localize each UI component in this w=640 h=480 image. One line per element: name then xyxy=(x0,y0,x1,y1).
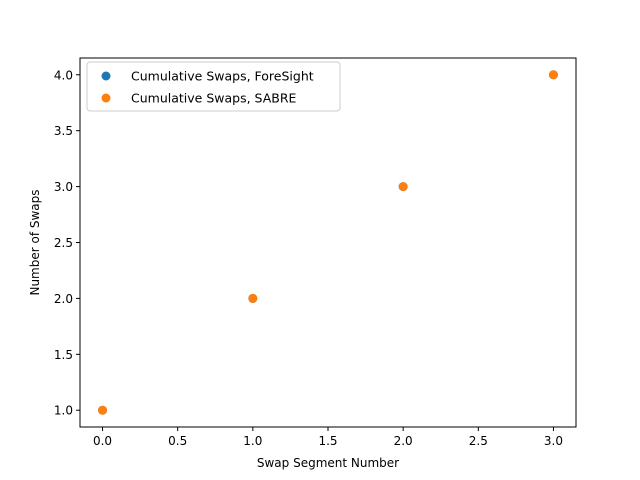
y-tick-label: 2.5 xyxy=(54,236,73,250)
x-axis-title: Swap Segment Number xyxy=(257,456,399,470)
legend: Cumulative Swaps, ForeSight Cumulative S… xyxy=(86,61,341,112)
y-tick-label: 1.5 xyxy=(54,348,73,362)
y-tick-label: 4.0 xyxy=(54,68,73,82)
x-axis-ticks: 0.0 0.5 1.0 1.5 2.0 2.5 3.0 xyxy=(93,427,563,448)
y-axis-title: Number of Swaps xyxy=(28,189,42,295)
data-point-series-1 xyxy=(248,293,258,303)
legend-marker-foresight xyxy=(101,71,111,81)
data-point-series-1 xyxy=(548,70,558,80)
legend-label-sabre: Cumulative Swaps, SABRE xyxy=(131,91,297,106)
data-points xyxy=(98,70,558,415)
x-tick-label: 2.5 xyxy=(469,434,488,448)
y-tick-label: 2.0 xyxy=(54,292,73,306)
data-point-series-1 xyxy=(398,182,408,192)
x-tick-label: 1.5 xyxy=(318,434,337,448)
y-axis-ticks: 1.0 1.5 2.0 2.5 3.0 3.5 4.0 xyxy=(54,68,80,418)
y-tick-label: 1.0 xyxy=(54,404,73,418)
plot-area xyxy=(80,58,576,427)
x-tick-label: 0.0 xyxy=(93,434,112,448)
legend-label-foresight: Cumulative Swaps, ForeSight xyxy=(131,69,314,84)
y-tick-label: 3.0 xyxy=(54,180,73,194)
y-tick-label: 3.5 xyxy=(54,124,73,138)
plot-frame xyxy=(79,57,577,428)
x-tick-label: 0.5 xyxy=(168,434,187,448)
legend-frame xyxy=(86,61,341,112)
x-tick-label: 2.0 xyxy=(394,434,413,448)
x-tick-label: 1.0 xyxy=(243,434,262,448)
legend-marker-sabre xyxy=(101,93,111,103)
x-tick-label: 3.0 xyxy=(544,434,563,448)
data-point-series-1 xyxy=(98,405,108,415)
